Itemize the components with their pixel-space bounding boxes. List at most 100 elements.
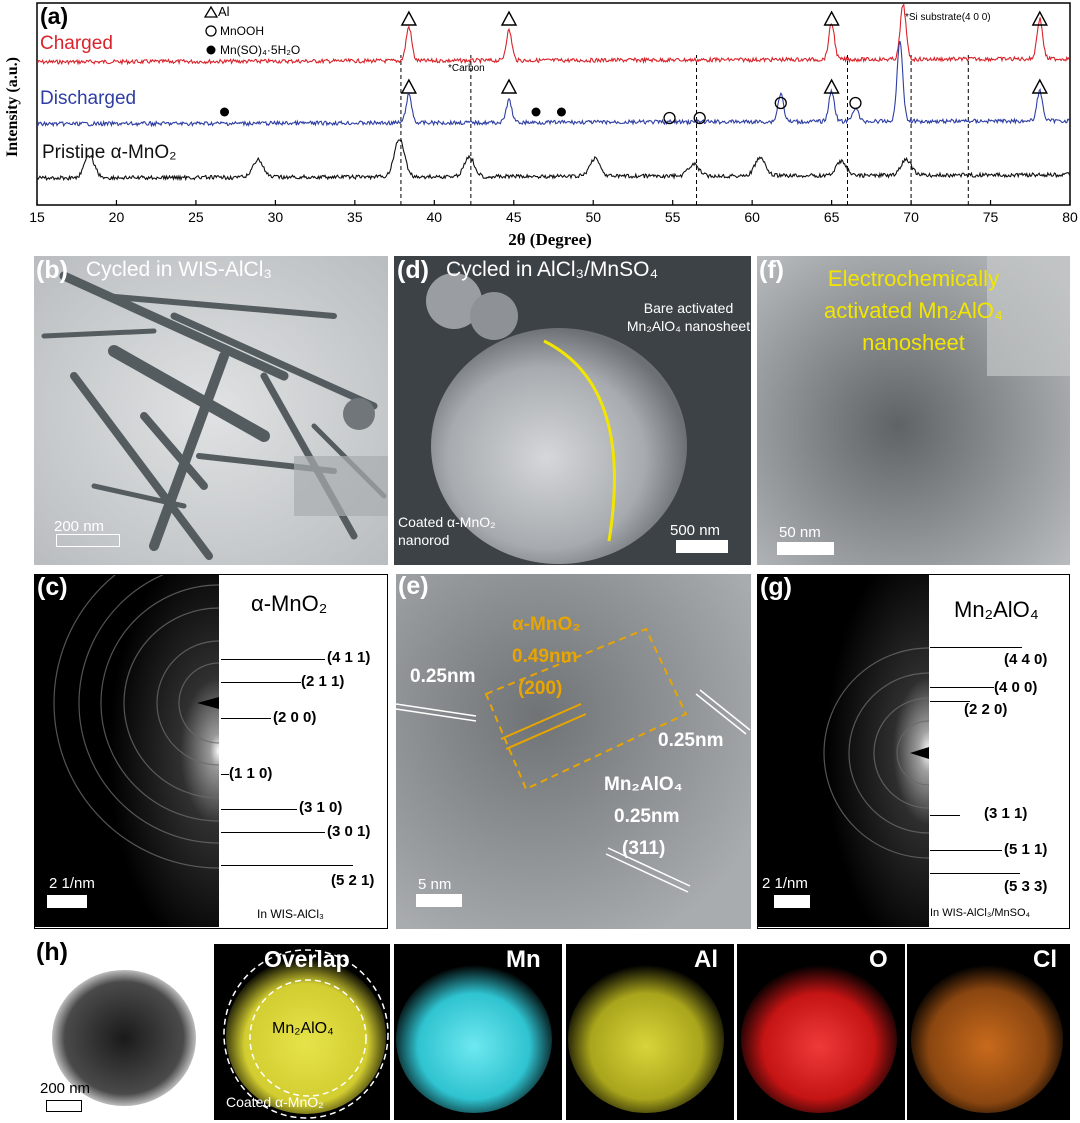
x-tick-label: 80 bbox=[1062, 209, 1078, 225]
hkl-line-200 bbox=[221, 718, 271, 719]
x-tick-label: 30 bbox=[268, 209, 284, 225]
al-peak-marker bbox=[400, 10, 418, 26]
panel-f-scalebar bbox=[777, 542, 834, 555]
curve-label-discharged: Discharged bbox=[40, 88, 137, 109]
panel-g-footer: In WIS-AlCl₃/MnSO₄ bbox=[930, 907, 1031, 919]
panel-d-sem-image: (d) Cycled in AlCl₃/MnSO₄ Bare activated… bbox=[394, 256, 751, 565]
eds-mn-map: Mn bbox=[394, 944, 562, 1120]
x-tick-label: 35 bbox=[347, 209, 363, 225]
panel-g-letter: (g) bbox=[760, 573, 792, 601]
mn-map-label: Mn bbox=[506, 946, 541, 973]
lattice-label-right: 0.25nm bbox=[658, 730, 724, 751]
legend-mnooh-label: MnOOH bbox=[220, 24, 265, 38]
panel-c-diffraction-image: 2 1/nm bbox=[35, 575, 219, 927]
charged-curve bbox=[36, 3, 1070, 66]
mnooh-peak-marker bbox=[849, 96, 862, 110]
hkl-line-310 bbox=[221, 809, 297, 810]
al-map-svg bbox=[568, 965, 724, 1113]
al-peak-marker bbox=[1031, 10, 1048, 26]
x-axis-label: 2θ (Degree) bbox=[508, 230, 592, 249]
hkl-label-533: (5 3 3) bbox=[1004, 878, 1048, 895]
panel-f-letter: (f) bbox=[759, 256, 784, 284]
hkl-line-220 bbox=[930, 701, 970, 702]
legend-mnso4-label: Mn(SO)₄·5H₂O bbox=[220, 43, 301, 57]
discharged-curve bbox=[36, 40, 1071, 128]
mnso4-peak-marker bbox=[556, 107, 566, 117]
al-peak-marker bbox=[1031, 78, 1048, 94]
diffraction-rings-g-svg bbox=[758, 575, 929, 927]
lattice-label-left: 0.25nm bbox=[410, 666, 476, 687]
hkl-line-400 bbox=[930, 687, 994, 688]
panel-c-scale-label: 2 1/nm bbox=[49, 875, 95, 892]
panel-c-footer: In WIS-AlCl₃ bbox=[257, 907, 324, 921]
panel-e-letter: (e) bbox=[398, 574, 429, 600]
panel-d-title: Cycled in AlCl₃/MnSO₄ bbox=[446, 258, 659, 281]
panel-d-letter: (d) bbox=[397, 256, 429, 284]
panel-a-letter: (a) bbox=[40, 3, 69, 29]
panel-g-saed: 2 1/nm (g) Mn₂AlO₄ (4 4 0) (4 0 0) (2 2 … bbox=[757, 573, 1070, 929]
panel-c-saed: 2 1/nm (c) α-MnO₂ (4 1 1) (2 1 1) (2 0 0… bbox=[34, 573, 388, 929]
mno2-label-line1: α-MnO₂ bbox=[512, 614, 581, 635]
x-tick-label: 70 bbox=[903, 209, 919, 225]
x-tick-label: 75 bbox=[983, 209, 999, 225]
panel-f-scale-label: 50 nm bbox=[779, 524, 821, 541]
hkl-label-301: (3 0 1) bbox=[327, 823, 371, 840]
panel-c-letter: (c) bbox=[37, 573, 68, 601]
mnso4-peak-marker bbox=[220, 107, 230, 117]
spinel-label-line3: (311) bbox=[622, 838, 666, 859]
o-map-svg bbox=[741, 965, 897, 1113]
xrd-chart-svg: 15 20 25 30 35 40 45 50 55 60 65 70 75 80 bbox=[29, 2, 1078, 225]
overlap-map-svg bbox=[223, 949, 389, 1119]
carbon-annotation: *Carbon bbox=[448, 63, 485, 74]
panel-h-scale-label: 200 nm bbox=[40, 1080, 91, 1097]
hkl-line-521 bbox=[221, 865, 353, 866]
legend-mnso4-icon bbox=[206, 45, 216, 55]
panel-b-letter: (b) bbox=[36, 256, 68, 284]
mnooh-peak-marker bbox=[663, 111, 676, 125]
hkl-line-440 bbox=[930, 647, 1022, 648]
panel-g-scalebar bbox=[774, 895, 810, 908]
hkl-label-220: (2 2 0) bbox=[964, 701, 1008, 718]
nanosheet-image-svg bbox=[757, 256, 1070, 565]
hkl-label-311: (3 1 1) bbox=[984, 805, 1028, 822]
mn-map-svg bbox=[396, 965, 552, 1113]
al-peak-marker bbox=[500, 10, 518, 26]
y-axis-label: Intensity (a.u.) bbox=[4, 57, 21, 158]
coated-nanorod-label: Coated α-MnO₂ nanorod bbox=[398, 514, 496, 548]
panel-e-scale-label: 5 nm bbox=[418, 876, 452, 893]
x-tick-label: 50 bbox=[585, 209, 601, 225]
hkl-label-511: (5 1 1) bbox=[1004, 841, 1048, 858]
hkl-label-411: (4 1 1) bbox=[327, 649, 371, 666]
panel-c-title: α-MnO₂ bbox=[251, 591, 328, 616]
si-substrate-annotation: *Si substrate(4 0 0) bbox=[905, 12, 991, 23]
panel-d-scalebar bbox=[676, 540, 728, 553]
x-tick-label: 15 bbox=[29, 209, 45, 225]
panel-h-haadf-image: 200 nm bbox=[34, 968, 202, 1120]
eds-cl-map: Cl bbox=[907, 944, 1070, 1120]
haadf-particle-svg bbox=[52, 970, 196, 1106]
legend-al-icon bbox=[203, 5, 219, 18]
sem-particle-svg bbox=[426, 273, 687, 564]
panel-g-diffraction-image: 2 1/nm bbox=[758, 575, 929, 927]
hkl-line-301 bbox=[221, 832, 325, 833]
panel-g-title: Mn₂AlO₄ bbox=[954, 597, 1039, 622]
xrd-plot-frame bbox=[36, 2, 1071, 206]
diffraction-rings-svg bbox=[35, 575, 219, 927]
hkl-label-110: (1 1 0) bbox=[229, 765, 273, 782]
x-tick-label: 40 bbox=[427, 209, 443, 225]
al-peak-marker bbox=[823, 10, 840, 26]
eds-o-map: O bbox=[737, 944, 905, 1120]
panel-a-xrd: 15 20 25 30 35 40 45 50 55 60 65 70 75 80 (a) Intensi… bbox=[0, 0, 1080, 252]
panel-b-tem-image: (b) Cycled in WIS-AlCl₃ 200 nm bbox=[34, 256, 388, 565]
x-tick-label: 45 bbox=[506, 209, 522, 225]
hkl-line-211 bbox=[221, 682, 301, 683]
x-tick-label: 20 bbox=[109, 209, 125, 225]
mnooh-peak-marker bbox=[774, 96, 787, 110]
hkl-line-411 bbox=[221, 659, 325, 660]
hkl-line-511 bbox=[930, 850, 1002, 851]
hkl-line-533 bbox=[930, 873, 1020, 874]
spinel-label-line2: 0.25nm bbox=[614, 806, 680, 827]
panel-e-hrtem-image: (e) 0.25nm α-MnO₂ 0.49nm (200) 0.25nm Mn… bbox=[396, 574, 751, 929]
cl-map-label: Cl bbox=[1033, 946, 1057, 973]
hkl-label-440: (4 4 0) bbox=[1004, 651, 1048, 668]
